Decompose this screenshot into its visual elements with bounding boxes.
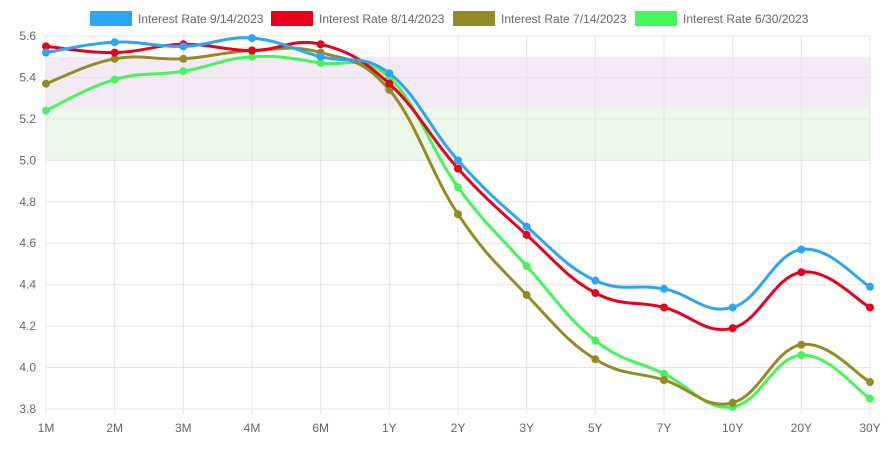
data-point xyxy=(179,67,188,76)
x-tick-label: 3M xyxy=(175,421,192,435)
legend-label: Interest Rate 8/14/2023 xyxy=(319,12,445,26)
y-tick-label: 4.0 xyxy=(19,361,36,375)
data-point xyxy=(454,156,462,165)
y-tick-label: 5.4 xyxy=(19,70,36,84)
x-tick-label: 6M xyxy=(312,421,329,435)
legend-swatch xyxy=(635,11,677,26)
legend: Interest Rate 9/14/2023 Interest Rate 8/1… xyxy=(90,11,809,26)
x-tick-label: 1Y xyxy=(382,421,397,435)
x-tick-label: 5Y xyxy=(588,421,603,435)
y-tick-label: 4.2 xyxy=(19,319,36,333)
legend-swatch xyxy=(90,11,132,26)
data-point xyxy=(866,303,874,312)
data-point xyxy=(42,48,50,57)
data-point xyxy=(728,324,737,333)
data-point xyxy=(454,210,462,219)
legend-label: Interest Rate 9/14/2023 xyxy=(138,12,264,26)
data-point xyxy=(797,351,806,360)
data-point xyxy=(522,222,531,231)
data-point xyxy=(797,245,806,254)
data-point xyxy=(660,303,668,312)
data-point xyxy=(660,375,668,384)
data-point xyxy=(797,268,806,277)
legend-swatch xyxy=(453,11,495,26)
data-point xyxy=(591,288,600,297)
x-tick-label: 2Y xyxy=(451,421,466,435)
data-point xyxy=(454,164,462,173)
series-0 xyxy=(42,34,874,312)
x-tick-label: 20Y xyxy=(791,421,812,435)
data-point xyxy=(248,34,256,43)
data-point xyxy=(42,79,50,88)
x-tick-label: 1M xyxy=(38,421,55,435)
data-point xyxy=(110,75,119,84)
y-tick-label: 4.6 xyxy=(19,236,36,250)
data-point xyxy=(316,52,325,61)
series-1 xyxy=(42,40,874,333)
x-tick-label: 2M xyxy=(106,421,123,435)
data-point xyxy=(385,69,394,78)
data-point xyxy=(454,183,462,192)
data-point xyxy=(110,48,119,57)
x-tick-label: 4M xyxy=(244,421,261,435)
x-tick-label: 30Y xyxy=(859,421,880,435)
data-point xyxy=(591,276,600,285)
data-point xyxy=(866,394,874,403)
data-point xyxy=(797,340,806,349)
data-point xyxy=(866,282,874,291)
y-tick-label: 4.8 xyxy=(19,195,36,209)
data-point xyxy=(179,42,188,51)
data-point xyxy=(522,230,531,239)
data-point xyxy=(660,284,668,293)
y-axis: 5.6 5.4 5.2 5.0 4.8 4.6 4.4 4.2 4.0 3.8 xyxy=(19,29,36,416)
series-3 xyxy=(42,52,874,411)
data-point xyxy=(591,336,600,345)
data-point xyxy=(248,46,256,55)
data-point xyxy=(179,54,188,63)
data-point xyxy=(110,38,119,47)
data-point xyxy=(42,106,50,115)
legend-label: Interest Rate 7/14/2023 xyxy=(501,12,627,26)
legend-swatch xyxy=(271,11,313,26)
x-tick-label: 7Y xyxy=(657,421,672,435)
data-point xyxy=(591,355,600,364)
y-tick-label: 5.6 xyxy=(19,29,36,43)
data-point xyxy=(728,398,737,407)
y-tick-label: 5.2 xyxy=(19,112,36,126)
y-tick-label: 3.8 xyxy=(19,402,36,416)
x-axis: 1M 2M 3M 4M 6M 1Y 2Y 3Y 5Y 7Y 10Y 20Y 30Y xyxy=(38,421,881,435)
series-lines xyxy=(42,34,874,411)
data-point xyxy=(522,291,531,300)
x-tick-label: 3Y xyxy=(519,421,534,435)
data-point xyxy=(728,303,737,312)
data-point xyxy=(385,79,394,88)
x-tick-label: 10Y xyxy=(722,421,743,435)
y-tick-label: 5.0 xyxy=(19,153,36,167)
y-tick-label: 4.4 xyxy=(19,278,36,292)
legend-label: Interest Rate 6/30/2023 xyxy=(683,12,809,26)
data-point xyxy=(522,262,531,271)
data-point xyxy=(866,378,874,387)
data-point xyxy=(316,40,325,49)
